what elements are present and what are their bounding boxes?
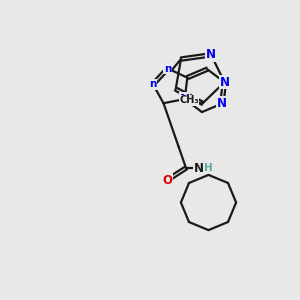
Text: CH₃: CH₃ bbox=[179, 95, 199, 105]
Text: N: N bbox=[217, 97, 227, 110]
Text: n: n bbox=[149, 79, 157, 89]
Text: N: N bbox=[206, 48, 216, 61]
Text: N: N bbox=[194, 161, 204, 175]
Text: n: n bbox=[164, 64, 171, 74]
Text: N: N bbox=[180, 93, 190, 106]
Text: O: O bbox=[162, 173, 172, 187]
Text: H: H bbox=[204, 163, 213, 173]
Text: N: N bbox=[220, 76, 230, 89]
